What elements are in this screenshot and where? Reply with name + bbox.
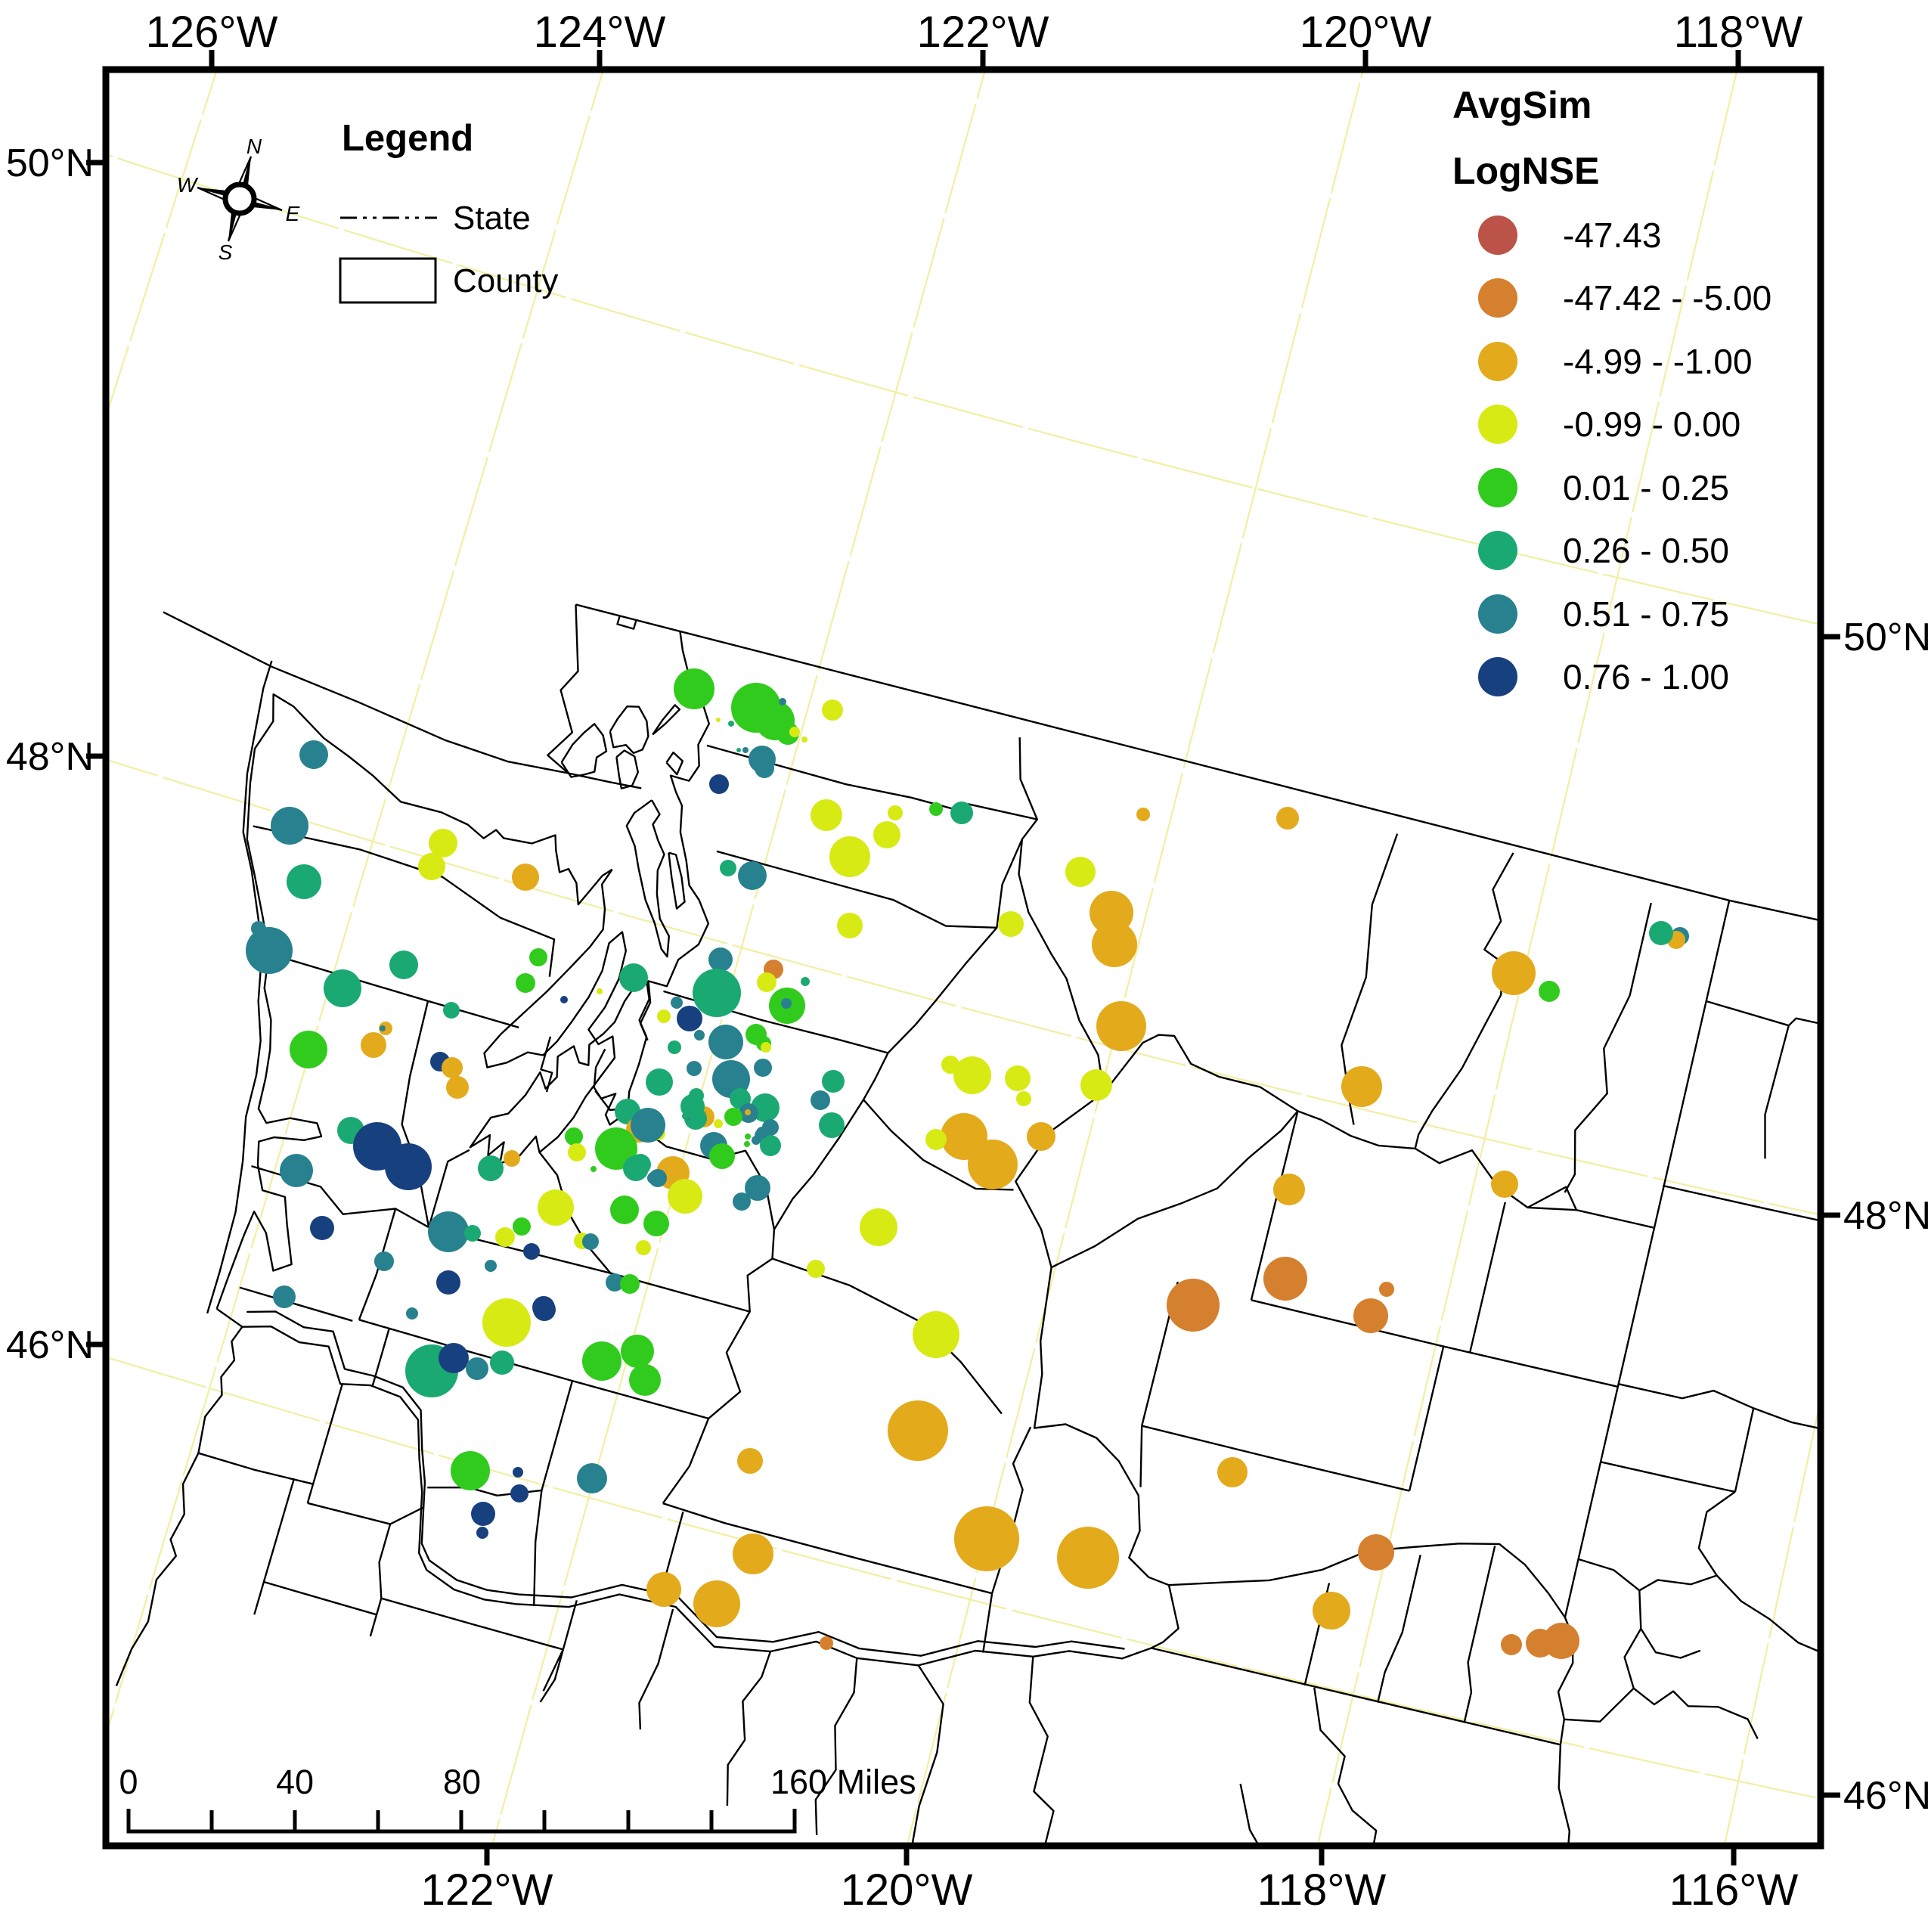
svg-text:40: 40	[276, 1763, 314, 1801]
svg-text:Legend: Legend	[342, 118, 473, 159]
svg-text:120°W: 120°W	[1300, 8, 1432, 57]
svg-text:0.01 - 0.25: 0.01 - 0.25	[1563, 468, 1729, 507]
svg-text:-4.99 - -1.00: -4.99 - -1.00	[1563, 342, 1753, 381]
svg-text:118°W: 118°W	[1257, 1865, 1387, 1915]
svg-text:116°W: 116°W	[1669, 1865, 1799, 1915]
svg-text:W: W	[177, 173, 199, 197]
svg-text:-47.42 - -5.00: -47.42 - -5.00	[1563, 278, 1771, 318]
svg-text:-0.99 - 0.00: -0.99 - 0.00	[1563, 405, 1740, 444]
svg-text:126°W: 126°W	[146, 8, 278, 57]
svg-text:50°N: 50°N	[1843, 616, 1928, 659]
svg-text:122°W: 122°W	[917, 8, 1049, 57]
svg-text:50°N: 50°N	[6, 141, 94, 185]
svg-text:118°W: 118°W	[1674, 8, 1803, 57]
svg-text:State: State	[453, 200, 531, 237]
svg-text:160 Miles: 160 Miles	[770, 1763, 916, 1801]
svg-text:0.76 - 1.00: 0.76 - 1.00	[1563, 657, 1729, 696]
svg-text:122°W: 122°W	[421, 1865, 553, 1915]
svg-text:N: N	[246, 135, 262, 158]
svg-text:0.51 - 0.75: 0.51 - 0.75	[1563, 594, 1729, 634]
svg-text:48°N: 48°N	[6, 735, 94, 779]
svg-text:80: 80	[443, 1763, 481, 1801]
svg-text:LogNSE: LogNSE	[1452, 150, 1599, 192]
svg-text:0: 0	[119, 1763, 138, 1801]
svg-text:46°N: 46°N	[6, 1323, 94, 1367]
svg-text:0.26 - 0.50: 0.26 - 0.50	[1563, 531, 1729, 570]
svg-text:124°W: 124°W	[534, 8, 666, 57]
svg-text:AvgSim: AvgSim	[1452, 84, 1592, 126]
svg-text:-47.43: -47.43	[1563, 216, 1661, 255]
svg-text:S: S	[219, 240, 233, 264]
svg-text:County: County	[453, 262, 558, 299]
svg-text:120°W: 120°W	[841, 1865, 973, 1915]
svg-text:48°N: 48°N	[1843, 1194, 1928, 1238]
svg-text:E: E	[286, 202, 300, 225]
svg-text:46°N: 46°N	[1843, 1774, 1928, 1818]
